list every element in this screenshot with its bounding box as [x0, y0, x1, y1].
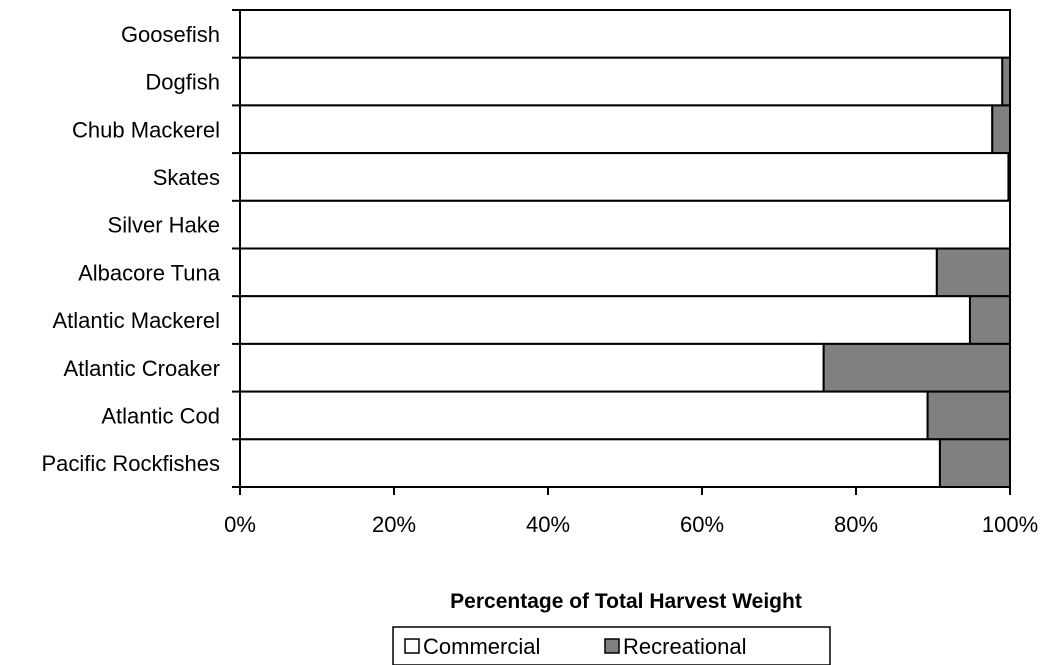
category-label: Silver Hake: [108, 213, 220, 238]
y-axis: Goosefish Dogfish Chub Mackerel Skates Silve…: [41, 9, 241, 488]
x-tick-label: 80%: [834, 512, 878, 537]
bar-recreational-8: [926, 390, 1011, 441]
x-axis: 0% 20% 40% 60% 80% 100%: [224, 486, 1038, 537]
legend-swatch-commercial: [404, 638, 420, 654]
category-label: Goosefish: [121, 22, 220, 47]
legend-label-commercial: Commercial: [423, 634, 540, 659]
bar-commercial-3: [239, 152, 1010, 202]
legend-label-recreational: Recreational: [623, 634, 747, 659]
x-tick-label: 60%: [680, 512, 724, 537]
bar-commercial-6: [239, 295, 971, 345]
x-tick-label: 100%: [982, 512, 1038, 537]
bar-commercial-7: [239, 342, 825, 393]
x-tick-label: 40%: [526, 512, 570, 537]
category-label: Atlantic Mackerel: [52, 308, 220, 333]
bar-commercial-9: [239, 438, 941, 488]
category-label: Skates: [153, 165, 220, 190]
legend: Commercial Recreational: [392, 626, 831, 665]
x-tick-label: 0%: [224, 512, 256, 537]
x-tick-label: 20%: [372, 512, 416, 537]
category-label: Atlantic Cod: [101, 403, 220, 428]
bar-commercial-5: [239, 247, 938, 298]
bar-commercial-0: [239, 9, 1011, 59]
bar-recreational-3: [1007, 152, 1012, 202]
bar-recreational-2: [991, 104, 1011, 155]
bar-recreational-5: [935, 247, 1011, 298]
x-axis-title: Percentage of Total Harvest Weight: [450, 590, 802, 613]
bar-recreational-7: [822, 342, 1011, 393]
bar-recreational-9: [938, 438, 1011, 488]
bars-group: [239, 9, 1012, 488]
bar-recreational-6: [968, 295, 1012, 345]
bar-commercial-8: [239, 390, 929, 441]
bar-commercial-4: [239, 199, 1011, 250]
category-label: Atlantic Croaker: [63, 356, 220, 381]
legend-swatch-recreational: [604, 638, 620, 654]
category-label: Chub Mackerel: [72, 117, 220, 142]
category-label: Dogfish: [145, 70, 220, 95]
bar-commercial-1: [239, 56, 1004, 107]
bar-commercial-2: [239, 104, 994, 155]
category-label: Pacific Rockfishes: [41, 451, 220, 476]
category-label: Albacore Tuna: [78, 260, 221, 285]
bar-recreational-1: [1001, 56, 1011, 107]
